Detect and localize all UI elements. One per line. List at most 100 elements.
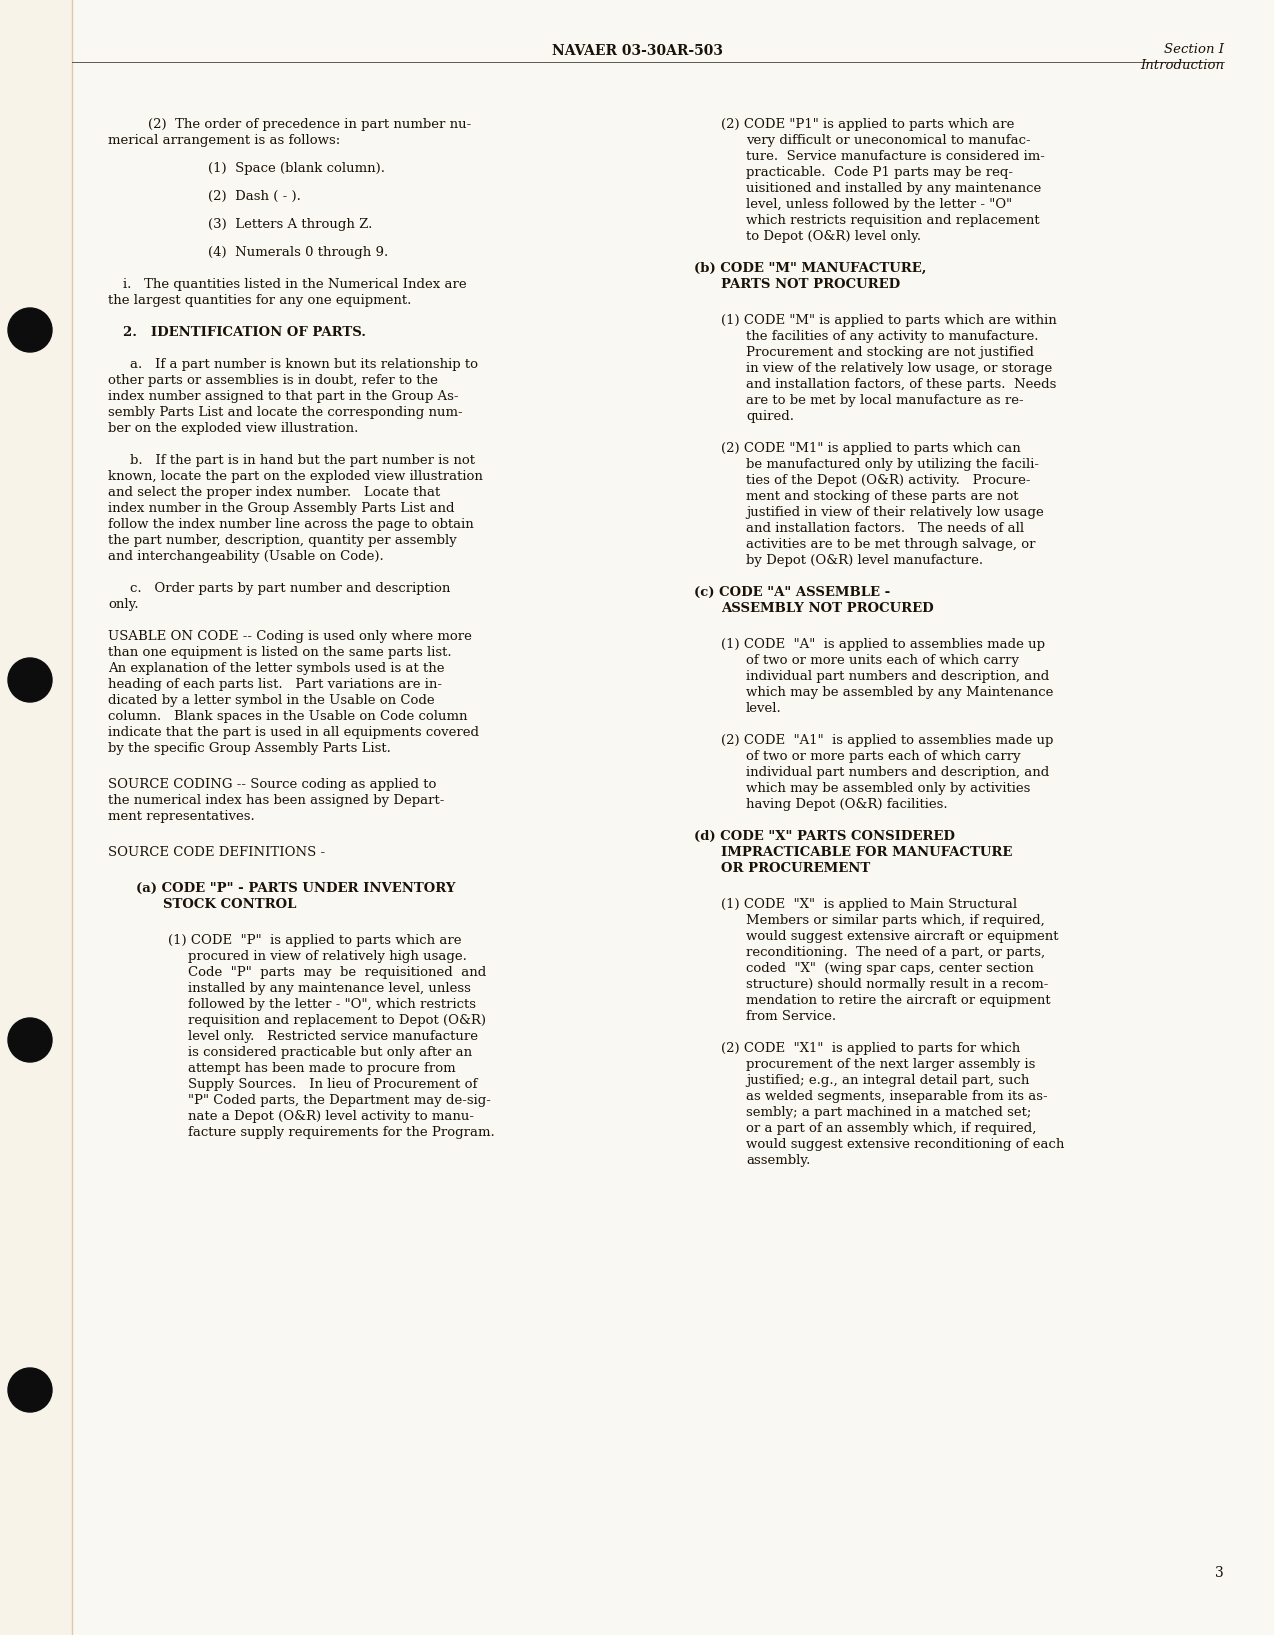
Text: to Depot (O&R) level only.: to Depot (O&R) level only. [747,231,921,244]
Text: (4)  Numerals 0 through 9.: (4) Numerals 0 through 9. [208,245,389,258]
Text: (2)  The order of precedence in part number nu-: (2) The order of precedence in part numb… [148,118,471,131]
Text: sembly; a part machined in a matched set;: sembly; a part machined in a matched set… [747,1105,1032,1118]
Circle shape [8,307,52,352]
Text: ment and stocking of these parts are not: ment and stocking of these parts are not [747,490,1018,504]
Text: i.   The quantities listed in the Numerical Index are: i. The quantities listed in the Numerica… [124,278,466,291]
Text: mendation to retire the aircraft or equipment: mendation to retire the aircraft or equi… [747,994,1051,1007]
Text: having Depot (O&R) facilities.: having Depot (O&R) facilities. [747,798,948,811]
Text: (2) CODE "P1" is applied to parts which are: (2) CODE "P1" is applied to parts which … [721,118,1014,131]
Text: (b) CODE "M" MANUFACTURE,: (b) CODE "M" MANUFACTURE, [694,262,926,275]
Text: c.   Order parts by part number and description: c. Order parts by part number and descri… [130,582,451,595]
Text: the numerical index has been assigned by Depart-: the numerical index has been assigned by… [108,795,445,808]
Text: (1) CODE  "P"  is applied to parts which are: (1) CODE "P" is applied to parts which a… [168,934,461,947]
Circle shape [8,1019,52,1063]
Text: level, unless followed by the letter - "O": level, unless followed by the letter - "… [747,198,1012,211]
Text: sembly Parts List and locate the corresponding num-: sembly Parts List and locate the corresp… [108,405,462,419]
Circle shape [8,657,52,701]
Text: facture supply requirements for the Program.: facture supply requirements for the Prog… [189,1127,494,1140]
Text: are to be met by local manufacture as re-: are to be met by local manufacture as re… [747,394,1023,407]
Text: ture.  Service manufacture is considered im-: ture. Service manufacture is considered … [747,150,1045,164]
Text: is considered practicable but only after an: is considered practicable but only after… [189,1046,473,1059]
Text: which may be assembled only by activities: which may be assembled only by activitie… [747,782,1031,795]
Text: as welded segments, inseparable from its as-: as welded segments, inseparable from its… [747,1091,1047,1104]
Text: (1) CODE "M" is applied to parts which are within: (1) CODE "M" is applied to parts which a… [721,314,1056,327]
Text: follow the index number line across the page to obtain: follow the index number line across the … [108,518,474,531]
Text: PARTS NOT PROCURED: PARTS NOT PROCURED [721,278,901,291]
Text: An explanation of the letter symbols used is at the: An explanation of the letter symbols use… [108,662,445,675]
Text: other parts or assemblies is in doubt, refer to the: other parts or assemblies is in doubt, r… [108,374,438,387]
Text: very difficult or uneconomical to manufac-: very difficult or uneconomical to manufa… [747,134,1031,147]
Text: (d) CODE "X" PARTS CONSIDERED: (d) CODE "X" PARTS CONSIDERED [694,831,956,844]
Text: indicate that the part is used in all equipments covered: indicate that the part is used in all eq… [108,726,479,739]
Text: quired.: quired. [747,410,794,423]
Text: known, locate the part on the exploded view illustration: known, locate the part on the exploded v… [108,469,483,482]
Text: SOURCE CODE DEFINITIONS -: SOURCE CODE DEFINITIONS - [108,845,325,858]
Text: Code  "P"  parts  may  be  requisitioned  and: Code "P" parts may be requisitioned and [189,966,487,979]
Text: than one equipment is listed on the same parts list.: than one equipment is listed on the same… [108,646,451,659]
Text: individual part numbers and description, and: individual part numbers and description,… [747,767,1050,778]
Text: dicated by a letter symbol in the Usable on Code: dicated by a letter symbol in the Usable… [108,693,434,706]
Text: ASSEMBLY NOT PROCURED: ASSEMBLY NOT PROCURED [721,602,934,615]
Text: the facilities of any activity to manufacture.: the facilities of any activity to manufa… [747,330,1038,343]
Text: (2) CODE "M1" is applied to parts which can: (2) CODE "M1" is applied to parts which … [721,441,1020,455]
Text: level.: level. [747,701,782,714]
Text: 2.   IDENTIFICATION OF PARTS.: 2. IDENTIFICATION OF PARTS. [124,325,366,338]
Text: requisition and replacement to Depot (O&R): requisition and replacement to Depot (O&… [189,1014,485,1027]
Text: would suggest extensive reconditioning of each: would suggest extensive reconditioning o… [747,1138,1064,1151]
Text: ber on the exploded view illustration.: ber on the exploded view illustration. [108,422,358,435]
Text: Supply Sources.   In lieu of Procurement of: Supply Sources. In lieu of Procurement o… [189,1077,478,1091]
Text: procurement of the next larger assembly is: procurement of the next larger assembly … [747,1058,1036,1071]
Text: attempt has been made to procure from: attempt has been made to procure from [189,1063,456,1074]
Text: the largest quantities for any one equipment.: the largest quantities for any one equip… [108,294,412,307]
Text: IMPRACTICABLE FOR MANUFACTURE: IMPRACTICABLE FOR MANUFACTURE [721,845,1013,858]
Text: by the specific Group Assembly Parts List.: by the specific Group Assembly Parts Lis… [108,742,391,755]
Text: structure) should normally result in a recom-: structure) should normally result in a r… [747,978,1049,991]
Text: practicable.  Code P1 parts may be req-: practicable. Code P1 parts may be req- [747,167,1013,178]
Text: the part number, description, quantity per assembly: the part number, description, quantity p… [108,535,457,548]
Text: (2) CODE  "X1"  is applied to parts for which: (2) CODE "X1" is applied to parts for wh… [721,1041,1020,1055]
Text: of two or more parts each of which carry: of two or more parts each of which carry [747,750,1020,764]
Text: (1)  Space (blank column).: (1) Space (blank column). [208,162,385,175]
Text: (2)  Dash ( - ).: (2) Dash ( - ). [208,190,301,203]
Text: of two or more units each of which carry: of two or more units each of which carry [747,654,1019,667]
Text: from Service.: from Service. [747,1010,836,1024]
Circle shape [8,1368,52,1413]
Text: individual part numbers and description, and: individual part numbers and description,… [747,670,1050,683]
Text: be manufactured only by utilizing the facili-: be manufactured only by utilizing the fa… [747,458,1040,471]
Text: installed by any maintenance level, unless: installed by any maintenance level, unle… [189,983,471,996]
Text: (c) CODE "A" ASSEMBLE -: (c) CODE "A" ASSEMBLE - [694,585,891,598]
Text: followed by the letter - "O", which restricts: followed by the letter - "O", which rest… [189,997,476,1010]
Text: Introduction: Introduction [1140,59,1224,72]
Text: (2) CODE  "A1"  is applied to assemblies made up: (2) CODE "A1" is applied to assemblies m… [721,734,1054,747]
Text: nate a Depot (O&R) level activity to manu-: nate a Depot (O&R) level activity to man… [189,1110,474,1123]
Text: only.: only. [108,598,139,611]
Text: and select the proper index number.   Locate that: and select the proper index number. Loca… [108,486,441,499]
Text: assembly.: assembly. [747,1154,810,1167]
Text: which restricts requisition and replacement: which restricts requisition and replacem… [747,214,1040,227]
Text: in view of the relatively low usage, or storage: in view of the relatively low usage, or … [747,361,1052,374]
Text: ties of the Depot (O&R) activity.   Procure-: ties of the Depot (O&R) activity. Procur… [747,474,1031,487]
Bar [0,0,73,1635]
Text: and installation factors, of these parts.  Needs: and installation factors, of these parts… [747,378,1056,391]
Text: and installation factors.   The needs of all: and installation factors. The needs of a… [747,522,1024,535]
Text: reconditioning.  The need of a part, or parts,: reconditioning. The need of a part, or p… [747,947,1045,960]
Text: index number in the Group Assembly Parts List and: index number in the Group Assembly Parts… [108,502,455,515]
Text: SOURCE CODING -- Source coding as applied to: SOURCE CODING -- Source coding as applie… [108,778,437,791]
Text: would suggest extensive aircraft or equipment: would suggest extensive aircraft or equi… [747,930,1059,943]
Text: activities are to be met through salvage, or: activities are to be met through salvage… [747,538,1036,551]
Text: and interchangeability (Usable on Code).: and interchangeability (Usable on Code). [108,549,383,562]
Text: heading of each parts list.   Part variations are in-: heading of each parts list. Part variati… [108,679,442,692]
Text: (1) CODE  "X"  is applied to Main Structural: (1) CODE "X" is applied to Main Structur… [721,898,1017,911]
Text: by Depot (O&R) level manufacture.: by Depot (O&R) level manufacture. [747,554,984,567]
Text: a.   If a part number is known but its relationship to: a. If a part number is known but its rel… [130,358,478,371]
Text: index number assigned to that part in the Group As-: index number assigned to that part in th… [108,391,459,402]
Text: OR PROCUREMENT: OR PROCUREMENT [721,862,870,875]
Text: USABLE ON CODE -- Coding is used only where more: USABLE ON CODE -- Coding is used only wh… [108,629,471,643]
Text: which may be assembled by any Maintenance: which may be assembled by any Maintenanc… [747,687,1054,700]
Text: uisitioned and installed by any maintenance: uisitioned and installed by any maintena… [747,181,1041,195]
Text: merical arrangement is as follows:: merical arrangement is as follows: [108,134,340,147]
Text: NAVAER 03-30AR-503: NAVAER 03-30AR-503 [552,44,722,57]
Text: Procurement and stocking are not justified: Procurement and stocking are not justifi… [747,347,1034,360]
Text: justified in view of their relatively low usage: justified in view of their relatively lo… [747,505,1043,518]
Text: b.   If the part is in hand but the part number is not: b. If the part is in hand but the part n… [130,455,475,468]
